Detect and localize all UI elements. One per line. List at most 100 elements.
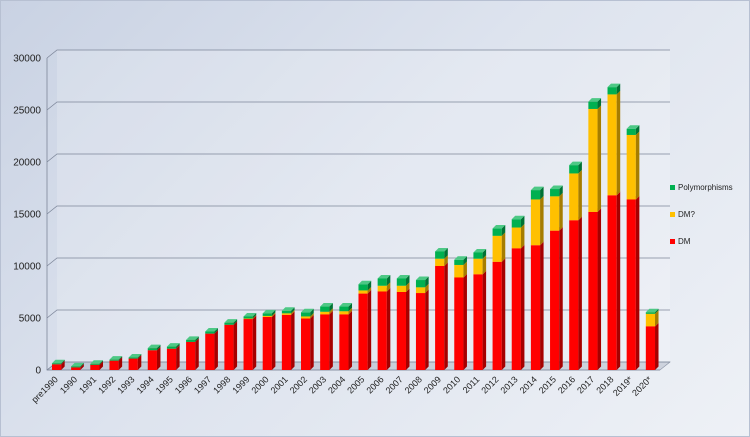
bar-side: [559, 192, 563, 231]
bar-front: [454, 259, 464, 265]
bar-segment-dm: [301, 315, 314, 370]
bar-segment-dm: [511, 244, 525, 370]
bar-segment-dm: [588, 208, 602, 370]
bar-top: [588, 98, 602, 102]
bar-side: [540, 195, 544, 246]
legend-item-polymorphisms: Polymorphisms: [670, 183, 733, 192]
bar-front: [550, 189, 560, 197]
bar-top: [109, 356, 123, 360]
bar-top: [147, 344, 161, 349]
bar-side: [80, 363, 84, 370]
bar-side: [61, 360, 65, 370]
bar-segment-dm-: [511, 224, 525, 249]
bar-top: [511, 215, 525, 220]
bar-side: [520, 244, 525, 370]
bar-side: [520, 224, 525, 249]
bar-front: [109, 359, 119, 361]
bar-top: [262, 309, 276, 314]
gridline: [46, 205, 670, 215]
bar-side: [233, 321, 238, 370]
x-tick-label: 1994: [135, 374, 156, 395]
bar-front: [607, 195, 617, 370]
y-tick-label: 5000: [19, 314, 42, 325]
bar-side: [80, 362, 84, 368]
bar-side: [463, 256, 467, 265]
bar-front: [243, 318, 253, 320]
bar-side: [310, 308, 314, 317]
bar-segment-dm: [415, 289, 429, 370]
bar-front: [435, 251, 445, 259]
bar-front: [492, 228, 502, 236]
bar-side: [501, 225, 506, 236]
bar-front: [109, 360, 119, 370]
bar-segment-polymorphisms: [588, 98, 602, 109]
bar-side: [310, 315, 314, 370]
bar-front: [377, 285, 387, 292]
x-tick-label: 1992: [96, 374, 117, 395]
x-tick-label: 1995: [154, 374, 175, 395]
y-tick-label: 15000: [13, 210, 41, 221]
bar-front: [339, 306, 349, 312]
bar-side: [501, 258, 506, 370]
bar-side: [367, 290, 372, 370]
bar-front: [645, 326, 656, 370]
bar-top: [569, 161, 582, 166]
x-tick-label: 1997: [192, 374, 213, 395]
bar-side: [425, 289, 429, 370]
bar-side: [444, 247, 448, 259]
bar-front: [262, 315, 272, 317]
bar-segment-dm: [224, 321, 238, 370]
bar-segment-polymorphisms: [71, 362, 84, 368]
bar-segment-polymorphisms: [492, 225, 506, 236]
bar-side: [386, 274, 391, 286]
bar-top: [454, 256, 467, 260]
bar-top: [626, 125, 640, 129]
bar-side: [329, 308, 333, 315]
x-tick-label: 2019*: [611, 374, 635, 398]
bar-front: [205, 333, 215, 370]
y-tick-label: 20000: [13, 158, 41, 169]
bar-front: [128, 358, 138, 370]
bar-side: [463, 273, 467, 370]
bar-side: [195, 336, 199, 342]
bar-segment-polymorphisms: [358, 280, 372, 291]
bar-segment-polymorphisms: [435, 247, 448, 259]
bar-side: [425, 283, 429, 294]
bar-segment-dm: [569, 216, 582, 370]
bar-front: [262, 313, 272, 316]
bar-side: [425, 276, 429, 288]
bar-side: [367, 280, 372, 291]
bar-side: [176, 345, 180, 370]
legend-label: DM: [678, 237, 691, 246]
bar-front: [511, 227, 521, 249]
x-tick-label: 2012: [479, 374, 500, 395]
bar-front: [626, 134, 636, 200]
x-tick-label: 1993: [115, 374, 136, 395]
bar-front: [550, 196, 560, 231]
bar-segment-polymorphisms: [128, 354, 142, 359]
bar-front: [473, 252, 483, 259]
bar-segment-dm: [166, 345, 180, 370]
bar-front: [435, 266, 445, 370]
bar-front: [530, 190, 541, 200]
bar-side: [405, 274, 410, 286]
bar-top: [301, 308, 314, 313]
x-tick-label: 2009: [422, 374, 443, 395]
bar-segment-dm-: [492, 232, 506, 262]
bar-top: [530, 186, 544, 191]
bar-side: [578, 169, 582, 221]
legend-label: DM?: [678, 210, 695, 219]
bar-segment-dm-: [530, 195, 544, 246]
bar-side: [348, 307, 353, 315]
bar-front: [166, 346, 177, 349]
bar-segment-dm-: [626, 131, 640, 200]
bar-front: [435, 258, 445, 266]
bar-side: [501, 232, 506, 262]
bar-segment-dm-: [588, 105, 602, 212]
bar-front: [377, 291, 387, 370]
bar-segment-dm: [281, 311, 295, 370]
bar-front: [301, 312, 311, 317]
bar-side: [310, 312, 314, 319]
